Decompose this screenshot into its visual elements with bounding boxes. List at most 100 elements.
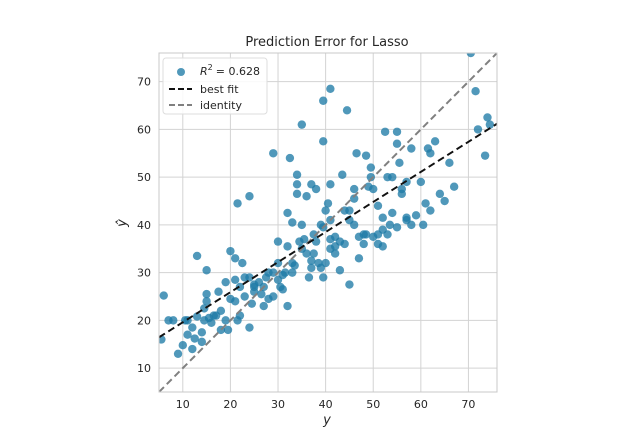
data-point [307,256,316,265]
data-point [311,184,321,194]
legend-identity-label: identity [200,99,242,112]
data-point [183,330,192,339]
data-point [230,297,240,306]
data-point [245,273,254,282]
data-point [223,325,233,335]
data-point [395,158,404,168]
data-point [288,218,297,227]
data-point [319,273,328,282]
data-point [202,297,211,306]
data-point [430,137,440,146]
legend-point-marker [177,68,185,76]
data-point [245,192,254,201]
x-tick-label: 40 [319,398,333,411]
data-point [197,337,207,347]
data-point [411,211,421,220]
axes: 10 20 30 40 50 60 70 10 20 30 40 50 60 70 [137,52,498,411]
data-point [292,189,302,199]
data-point [369,184,378,194]
y-tick-label: 50 [137,171,151,184]
data-point [480,151,490,160]
data-point [240,292,249,301]
reference-lines [159,53,497,392]
data-point [235,282,245,292]
data-point [466,53,476,58]
legend-best-fit-label: best fit [200,83,239,96]
data-point [407,220,416,230]
data-point [326,84,335,94]
data-point [297,120,307,129]
data-point [292,170,302,179]
y-tick-label: 70 [137,76,151,89]
y-tick-label: 10 [137,362,151,375]
data-point [426,149,435,158]
data-point [159,291,168,300]
data-point [216,306,226,316]
x-tick-label: 60 [414,398,428,411]
data-point [257,289,266,299]
data-point [190,334,199,343]
data-point [340,239,349,249]
data-point [302,249,311,258]
data-point [392,127,402,136]
data-point [352,149,361,158]
data-point [366,172,376,182]
data-point [321,258,330,268]
data-point [361,230,371,239]
data-point [192,251,202,261]
data-point [221,277,230,287]
x-tick-label: 50 [366,398,380,411]
data-point [361,151,371,160]
data-point [402,213,411,222]
data-point [392,139,402,148]
data-point [397,189,406,199]
data-point [259,301,268,311]
data-point [245,323,254,332]
data-point [278,285,287,294]
y-tick-label: 60 [137,123,151,136]
data-point [273,237,283,246]
data-point [349,194,359,203]
data-point [485,120,495,129]
data-point [269,149,278,158]
data-point [383,230,392,239]
x-axis-label: y [322,413,331,428]
data-point [221,316,230,325]
data-points [159,53,495,359]
y-tick-label: 20 [137,314,151,327]
data-point [192,312,202,321]
data-point [323,199,333,208]
data-point [188,323,197,332]
data-point [366,163,376,172]
data-point [297,220,307,230]
data-point [326,180,335,189]
data-point [288,268,297,277]
data-point [435,189,445,199]
data-point [178,341,188,350]
data-point [280,268,290,277]
data-point [378,242,387,251]
data-point [173,349,183,359]
data-point [247,299,257,308]
data-point [290,261,299,270]
data-point [349,220,359,230]
data-point [197,328,207,337]
y-axis-label: ŷ [115,219,130,228]
data-point [283,301,292,311]
data-point [230,275,240,284]
identity-line [159,53,497,392]
data-point [304,273,314,282]
data-point [292,180,302,189]
data-point [311,237,321,246]
data-point [349,184,359,194]
data-point [169,316,178,325]
data-point [342,106,352,115]
plot-frame [158,52,498,393]
data-point [319,137,328,146]
data-point [388,172,397,182]
x-tick-label: 20 [223,398,237,411]
data-point [421,199,430,208]
data-point [299,235,309,244]
data-point [283,208,292,218]
data-point [445,158,454,168]
